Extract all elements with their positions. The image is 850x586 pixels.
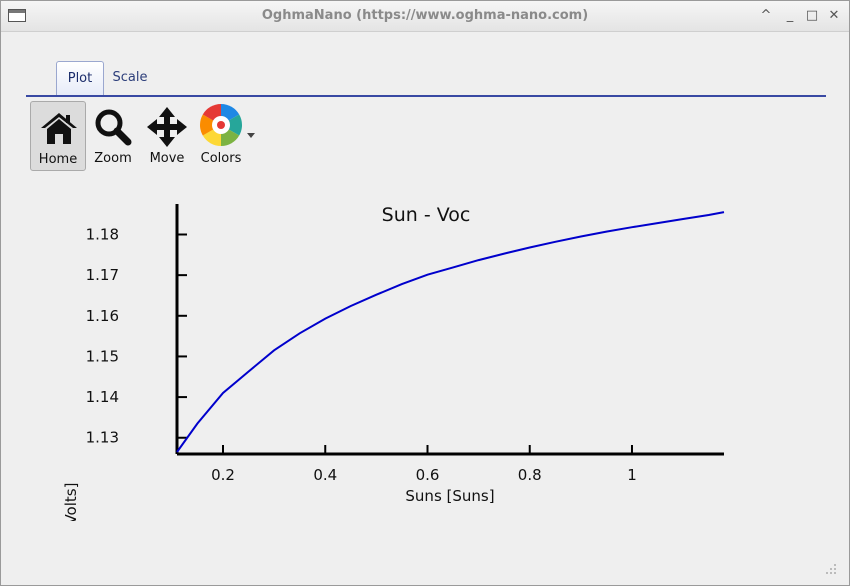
x-axis-label: Suns [Suns] xyxy=(405,487,494,505)
magnifier-icon xyxy=(95,109,132,146)
x-tick-label: 0.6 xyxy=(416,466,440,484)
y-tick-label: 1.17 xyxy=(86,266,119,284)
tab-scale[interactable]: Scale xyxy=(112,70,148,85)
chart-axes xyxy=(175,204,724,456)
y-axis-label: V_{oc} [Volts] xyxy=(62,483,81,521)
colors-button[interactable]: Colors xyxy=(193,101,255,171)
tab-plot[interactable]: Plot xyxy=(56,61,104,96)
tab-bar: Plot Scale xyxy=(26,59,826,97)
y-tick-label: 1.14 xyxy=(86,388,119,406)
x-tick-label: 0.8 xyxy=(518,466,542,484)
zoom-label: Zoom xyxy=(94,151,132,166)
x-tick-label: 0.4 xyxy=(313,466,337,484)
maximize-button[interactable]: □ xyxy=(805,8,819,23)
y-tick-label: 1.15 xyxy=(86,347,119,365)
shade-button[interactable]: ^ xyxy=(760,8,772,23)
chart-ticks: 0.2 0.4 0.6 0.8 1 1.13 1.14 1.15 1.16 1.17 1.18 xyxy=(86,225,637,484)
minimize-button[interactable]: _ xyxy=(786,8,794,23)
close-button[interactable]: ✕ xyxy=(828,8,840,23)
y-tick-label: 1.18 xyxy=(86,225,119,243)
title-bar[interactable]: OghmaNano (https://www.oghma-nano.com) ^… xyxy=(1,1,849,32)
sun-voc-plot[interactable]: Sun - Voc 0.2 0.4 0.6 0.8 1 1.13 1.14 1.15 1.16 1… xyxy=(1,191,850,521)
zoom-button[interactable]: Zoom xyxy=(85,101,141,171)
move-button[interactable]: Move xyxy=(139,101,195,171)
window-title: OghmaNano (https://www.oghma-nano.com) xyxy=(261,8,589,23)
x-tick-label: 0.2 xyxy=(211,466,235,484)
y-tick-label: 1.13 xyxy=(86,429,119,447)
home-icon xyxy=(41,113,77,144)
chart-title: Sun - Voc xyxy=(382,204,471,226)
move-label: Move xyxy=(149,151,185,166)
voc-series-line xyxy=(176,211,725,453)
chart-series xyxy=(176,211,725,453)
home-label: Home xyxy=(38,152,78,167)
colors-label: Colors xyxy=(200,151,242,166)
y-tick-label: 1.16 xyxy=(86,307,119,325)
x-tick-label: 1 xyxy=(627,466,637,484)
color-wheel-icon xyxy=(199,104,255,146)
tab-underline xyxy=(26,95,826,97)
move-arrows-icon xyxy=(147,107,187,147)
window-app-icon xyxy=(8,9,26,22)
resize-grip-icon[interactable] xyxy=(825,563,837,575)
home-button[interactable]: Home xyxy=(30,101,86,171)
